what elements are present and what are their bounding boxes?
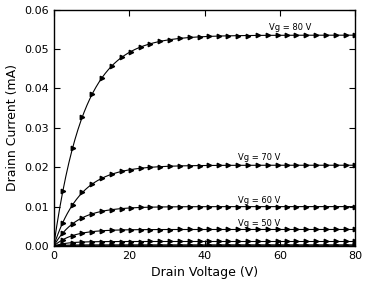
Text: Vg = 50 V: Vg = 50 V bbox=[238, 219, 281, 227]
Text: Vg = 60 V: Vg = 60 V bbox=[238, 196, 281, 205]
Text: Vg = 70 V: Vg = 70 V bbox=[238, 154, 281, 162]
Y-axis label: Drainn Current (mA): Drainn Current (mA) bbox=[6, 64, 18, 191]
X-axis label: Drain Voltage (V): Drain Voltage (V) bbox=[151, 266, 258, 280]
Text: Vg = 80 V: Vg = 80 V bbox=[269, 23, 311, 32]
